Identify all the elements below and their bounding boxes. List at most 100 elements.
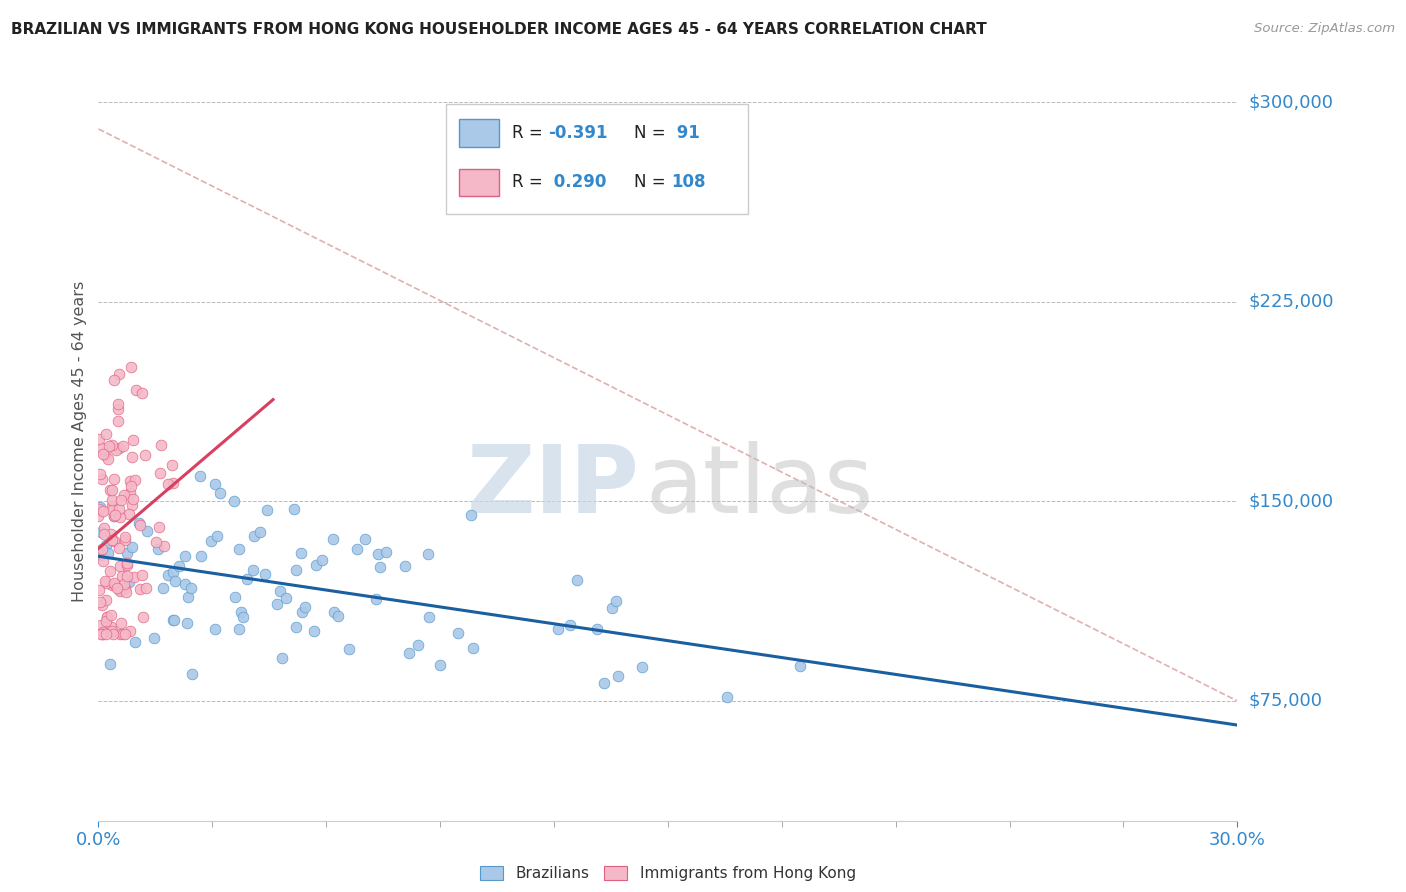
Point [243, 529, 266, 543]
Point [107, 501, 129, 516]
Point [789, 659, 811, 673]
Point [107, 397, 129, 411]
Point [398, 646, 420, 660]
Point [87, 509, 110, 524]
Point [94, 614, 117, 628]
Point [284, 620, 307, 634]
Point [429, 658, 451, 673]
Point [224, 590, 246, 604]
Point [98, 483, 121, 497]
Point [108, 584, 131, 599]
Point [631, 659, 654, 673]
Point [112, 577, 135, 591]
Point [98, 564, 121, 578]
Point [200, 533, 222, 548]
Point [120, 486, 142, 500]
Point [93, 526, 115, 541]
Point [112, 488, 135, 502]
Point [222, 493, 245, 508]
Point [311, 553, 333, 567]
Point [294, 599, 316, 614]
Point [256, 502, 278, 516]
Point [148, 520, 170, 534]
Point [346, 541, 368, 556]
Point [269, 583, 291, 598]
Point [367, 547, 389, 561]
Point [100, 492, 122, 507]
Point [129, 582, 152, 596]
Point [547, 622, 569, 636]
Point [100, 624, 122, 639]
Point [103, 509, 125, 524]
Point [93, 521, 115, 535]
Point [167, 558, 190, 573]
Point [460, 508, 482, 523]
Text: Source: ZipAtlas.com: Source: ZipAtlas.com [1254, 22, 1395, 36]
Point [253, 567, 276, 582]
Text: $300,000: $300,000 [1249, 94, 1333, 112]
Point [204, 622, 226, 636]
Point [394, 558, 416, 573]
Point [89, 500, 111, 514]
Point [285, 563, 308, 577]
Point [354, 532, 377, 546]
Point [105, 443, 128, 458]
Point [129, 518, 152, 533]
Point [104, 508, 127, 522]
Point [447, 626, 470, 640]
Point [190, 549, 212, 563]
Point [100, 620, 122, 634]
Point [104, 578, 127, 592]
Text: 108: 108 [671, 173, 706, 191]
Point [236, 572, 259, 586]
Legend: Brazilians, Immigrants from Hong Kong: Brazilians, Immigrants from Hong Kong [472, 858, 863, 888]
Point [121, 498, 143, 512]
Point [374, 545, 396, 559]
Point [107, 414, 129, 428]
Point [204, 476, 226, 491]
Point [103, 533, 125, 548]
Point [108, 510, 131, 524]
Point [143, 631, 166, 645]
Point [101, 533, 124, 547]
Point [205, 529, 228, 543]
Point [128, 516, 150, 530]
Point [160, 458, 183, 473]
Point [91, 473, 114, 487]
Text: N =: N = [634, 173, 671, 191]
Point [229, 605, 252, 619]
Point [180, 581, 202, 595]
Point [337, 642, 360, 657]
Point [90, 617, 112, 632]
Point [101, 577, 124, 591]
Point [162, 613, 184, 627]
Point [89, 595, 111, 609]
Point [162, 565, 184, 579]
Point [145, 535, 167, 549]
Point [94, 593, 117, 607]
Point [593, 676, 616, 690]
Point [108, 367, 131, 381]
Point [100, 657, 122, 672]
Point [114, 530, 136, 544]
Point [118, 474, 141, 488]
Point [107, 402, 129, 417]
Point [148, 542, 170, 557]
Point [274, 591, 297, 605]
Point [97, 439, 120, 453]
Point [228, 622, 250, 636]
Point [121, 450, 143, 464]
Point [115, 585, 138, 599]
Text: BRAZILIAN VS IMMIGRANTS FROM HONG KONG HOUSEHOLDER INCOME AGES 45 - 64 YEARS COR: BRAZILIAN VS IMMIGRANTS FROM HONG KONG H… [11, 22, 987, 37]
Point [606, 669, 628, 683]
Text: ZIP: ZIP [467, 441, 640, 533]
Point [87, 583, 110, 598]
Point [117, 558, 139, 573]
Text: R =: R = [512, 124, 548, 142]
Point [94, 426, 117, 441]
Point [120, 479, 142, 493]
Point [249, 525, 271, 540]
Point [135, 581, 157, 595]
Point [283, 502, 305, 516]
Point [326, 609, 349, 624]
